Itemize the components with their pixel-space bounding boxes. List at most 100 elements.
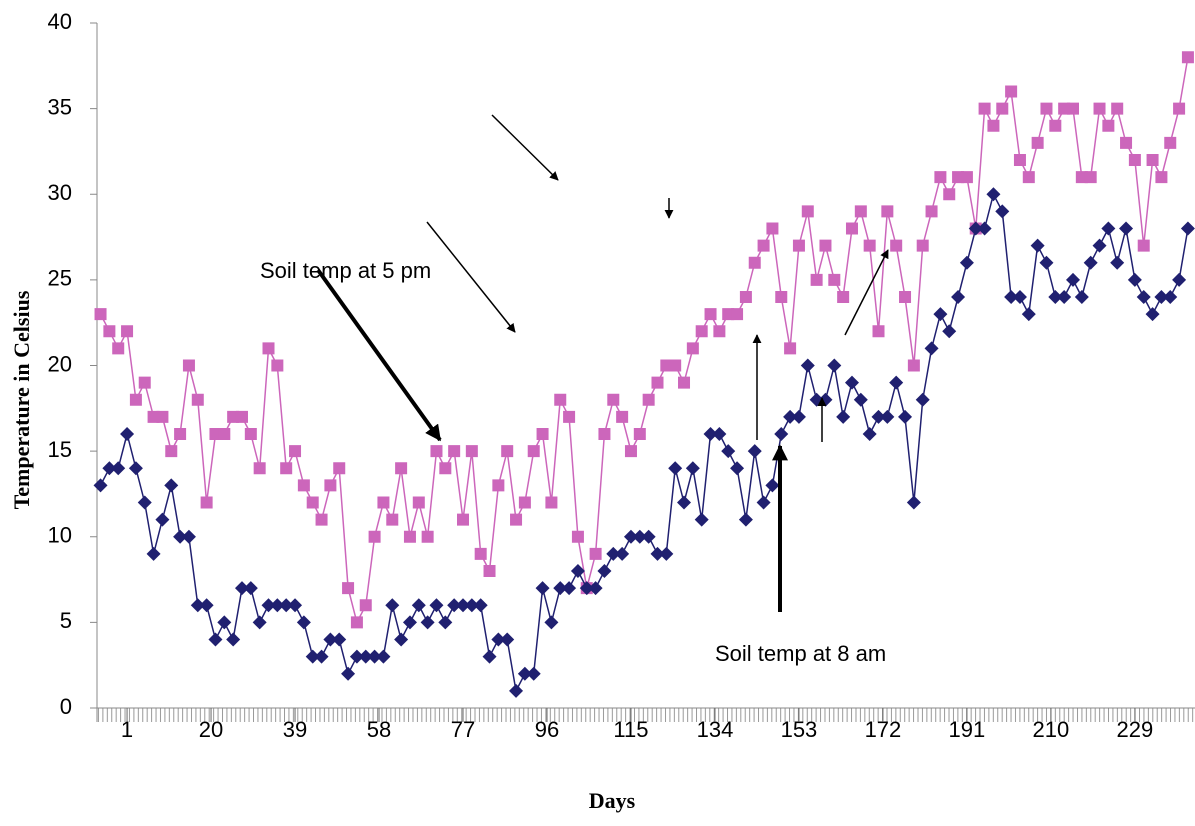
point [1057, 290, 1072, 304]
y-tick-label: 40 [48, 9, 72, 34]
point [1005, 85, 1018, 98]
point [765, 478, 780, 493]
point [208, 632, 223, 647]
point [510, 513, 523, 526]
y-tick-label: 25 [48, 266, 72, 291]
point [898, 409, 913, 424]
point [827, 358, 842, 373]
point [562, 581, 577, 596]
point [934, 171, 947, 184]
point [1021, 307, 1036, 322]
point [1145, 307, 1160, 322]
arrow [426, 221, 516, 333]
point [730, 461, 745, 476]
point [297, 479, 310, 492]
point [112, 342, 125, 355]
point [862, 427, 877, 441]
point [306, 496, 319, 509]
point [703, 427, 718, 441]
point [1137, 239, 1150, 252]
point [402, 615, 417, 630]
point [217, 615, 232, 630]
point [677, 495, 692, 510]
point [906, 495, 921, 510]
point [324, 479, 337, 492]
point [1083, 255, 1098, 270]
point [367, 649, 382, 664]
point [429, 598, 444, 613]
point [959, 255, 974, 270]
point [234, 581, 249, 596]
point [261, 598, 276, 613]
point [456, 598, 470, 613]
annotation: Soil temp at 5 pm [260, 258, 431, 283]
point [651, 376, 664, 389]
point [359, 599, 372, 612]
point [492, 479, 505, 492]
point [545, 496, 558, 509]
point [978, 102, 991, 115]
point [704, 308, 717, 321]
point [818, 392, 833, 407]
point [871, 409, 886, 424]
point [800, 358, 815, 373]
point [915, 392, 930, 407]
point [137, 495, 152, 510]
point [235, 410, 248, 423]
point [775, 291, 788, 303]
point [977, 221, 992, 236]
point [138, 376, 151, 389]
plot [93, 51, 1195, 698]
point [607, 393, 620, 406]
point [933, 307, 948, 322]
point [880, 409, 895, 424]
point [288, 598, 303, 613]
point [165, 445, 178, 458]
point [1092, 238, 1107, 253]
point [191, 393, 204, 406]
point [1040, 102, 1053, 115]
point [650, 546, 665, 561]
point [606, 546, 621, 561]
point [1111, 102, 1124, 115]
point [314, 649, 329, 664]
point [333, 462, 346, 475]
point [438, 615, 453, 630]
point [155, 512, 170, 527]
point [890, 239, 903, 252]
point [395, 462, 408, 475]
point [518, 496, 531, 509]
point [200, 496, 213, 509]
series-line [99, 57, 1189, 625]
point [111, 461, 126, 476]
point [899, 291, 912, 303]
point [615, 546, 630, 561]
point [509, 683, 524, 698]
point [94, 308, 107, 321]
point [579, 581, 594, 596]
point [624, 445, 637, 458]
point [1173, 102, 1186, 115]
point [385, 598, 400, 613]
point [526, 666, 541, 681]
point [925, 205, 938, 218]
point [1004, 290, 1019, 304]
point [854, 205, 867, 218]
point [93, 478, 108, 493]
point [315, 513, 328, 526]
point [916, 239, 929, 252]
arrow [844, 249, 889, 336]
point [1049, 119, 1062, 132]
point [349, 649, 364, 664]
point [810, 273, 823, 286]
point [766, 222, 779, 235]
point [270, 598, 285, 613]
point [517, 666, 532, 681]
point [571, 530, 584, 543]
point [907, 359, 920, 372]
point [457, 513, 469, 526]
point [598, 428, 611, 440]
point [226, 632, 241, 647]
point [146, 546, 161, 561]
